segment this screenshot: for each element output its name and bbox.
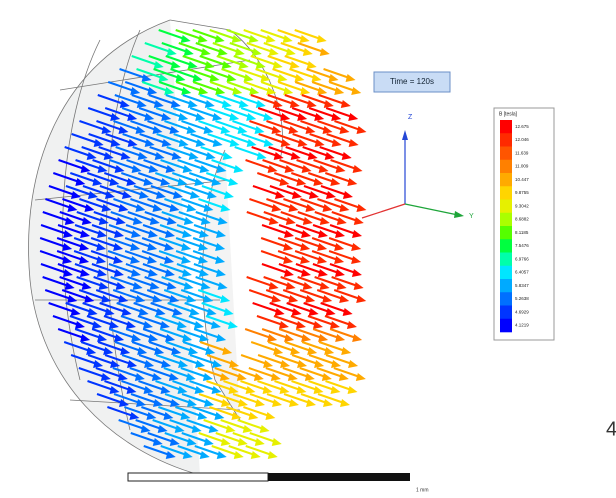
z-axis-label: Z: [408, 114, 413, 121]
colorbar-label: 9.8755: [515, 190, 529, 195]
colorbar-band: [500, 319, 512, 333]
colorbar-label: 4.6929: [515, 309, 529, 314]
scale-bar-white: [128, 473, 268, 481]
colorbar-label: 12.675: [515, 124, 529, 129]
colorbar-band: [500, 160, 512, 174]
colorbar-label: 6.9766: [515, 256, 529, 261]
colorbar-band: [500, 133, 512, 147]
colorbar-band: [500, 147, 512, 161]
colorbar-band: [500, 279, 512, 293]
y-axis-label: Y: [469, 213, 474, 220]
scale-label: 1 mm: [416, 487, 429, 493]
colorbar-label: 5.8347: [515, 283, 529, 288]
colorbar-label: 8.6882: [515, 217, 529, 222]
colorbar-label: 6.4057: [515, 270, 529, 275]
colorbar-label: 12.046: [515, 137, 529, 142]
colorbar-band: [500, 186, 512, 200]
colorbar-band: [500, 266, 512, 280]
colorbar-band: [500, 292, 512, 306]
colorbar-band: [500, 226, 512, 240]
colorbar-label: 7.5476: [515, 243, 529, 248]
viewport: Time = 120s Z Y B [tesla] 12.675 12.046 11…: [0, 0, 616, 498]
colorbar-title: B [tesla]: [499, 111, 518, 117]
colorbar-band: [500, 239, 512, 253]
colorbar-band: [500, 306, 512, 320]
time-label: Time = 120s: [390, 77, 434, 86]
scale-bar-black: [268, 473, 410, 481]
colorbar-label: 4.1219: [515, 323, 529, 328]
colorbar-band: [500, 173, 512, 187]
edge-text: 4: [606, 418, 616, 440]
colorbar-label: 9.3042: [515, 203, 529, 208]
colorbar-label: 8.1185: [515, 230, 529, 235]
colorbar-band: [500, 120, 512, 134]
colorbar-label: 5.2638: [515, 296, 529, 301]
colorbar-label: 11.639: [515, 150, 529, 155]
colorbar-label: 11.009: [515, 164, 529, 169]
colorbar-band: [500, 213, 512, 227]
colorbar-band: [500, 200, 512, 214]
colorbar-label: 10.447: [515, 177, 529, 182]
colorbar-band: [500, 253, 512, 267]
